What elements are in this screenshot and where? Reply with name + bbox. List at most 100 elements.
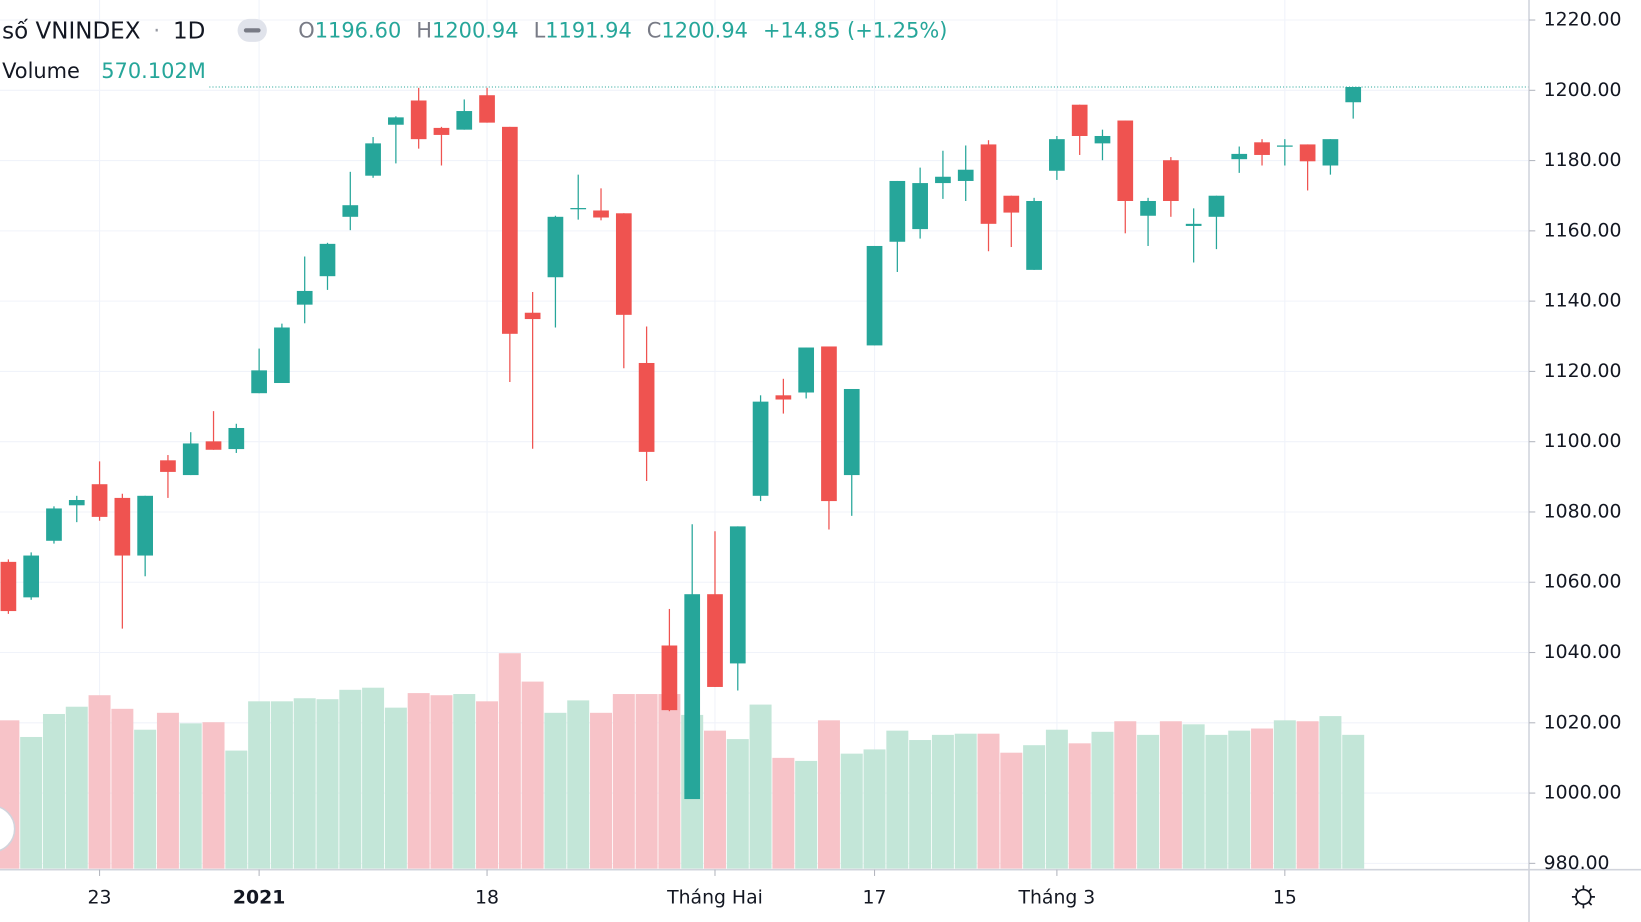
volume-bar [179, 723, 202, 869]
volume-bar [1068, 743, 1091, 869]
scroll-button[interactable] [0, 806, 16, 852]
candle-body [68, 500, 85, 506]
settings-icon[interactable] [1571, 885, 1595, 909]
candle-body [1117, 120, 1134, 201]
ohlc-label: H [416, 18, 432, 42]
volume-bar [567, 700, 590, 869]
volume-bar [612, 694, 635, 869]
volume-bar [1273, 720, 1296, 869]
volume-legend: Volume 570.102M [2, 59, 206, 83]
volume-bar [20, 736, 43, 869]
candle-body [46, 508, 62, 541]
y-tick-label: 1180.00 [1544, 150, 1622, 171]
candle-body [433, 127, 450, 135]
volume-bar [544, 712, 567, 869]
candle-body [228, 427, 245, 450]
candle-body [274, 327, 290, 384]
candle-body [296, 290, 313, 305]
volume-bar [42, 713, 65, 869]
interval: 1D [173, 18, 205, 44]
volume-bar [1342, 734, 1365, 869]
candle-body [661, 645, 678, 711]
candle-body [752, 401, 769, 496]
y-tick-label: 1000.00 [1544, 783, 1622, 804]
volume-bar [1137, 734, 1160, 869]
candle-body [684, 594, 701, 800]
legend-header: số VNINDEX · 1D [2, 18, 205, 44]
candle-body [1094, 135, 1111, 144]
ohlc-value: 1200.94 [432, 18, 519, 42]
candle-body [342, 205, 359, 217]
ohlc-label: C [647, 18, 662, 42]
candle-body [615, 213, 632, 315]
candle-body [1299, 144, 1316, 162]
volume-name: Volume [2, 59, 80, 83]
candle-body [1231, 153, 1248, 160]
volume-bar [590, 712, 613, 869]
candle-body [843, 388, 860, 476]
volume-bar [772, 757, 795, 869]
candle-body [319, 243, 336, 277]
candle-body [91, 484, 108, 517]
candle-body [388, 117, 404, 125]
candle-body [866, 245, 883, 346]
candle-body [821, 346, 837, 502]
volume-bar [726, 739, 749, 869]
y-tick-label: 1040.00 [1544, 642, 1622, 663]
volume-bar [1159, 721, 1182, 869]
collapse-icon [243, 28, 261, 33]
volume-bar [202, 722, 225, 869]
y-tick-label: 1080.00 [1544, 501, 1622, 522]
volume-bar [840, 753, 863, 869]
candle-body [524, 312, 541, 320]
candle-body [1140, 200, 1156, 216]
candle-body [1345, 87, 1362, 103]
ohlc-label: O [298, 18, 314, 42]
y-tick-label: 1120.00 [1544, 361, 1622, 382]
volume-bar [1045, 729, 1068, 869]
y-tick-label: 1020.00 [1544, 712, 1622, 733]
candle-body [1254, 142, 1270, 155]
volume-bar [1205, 734, 1228, 869]
candle-body [182, 443, 199, 476]
volume-bar [1182, 724, 1205, 869]
volume-bar [407, 693, 430, 869]
x-tick-label: Tháng 3 [1017, 887, 1095, 908]
volume-bar [111, 708, 134, 869]
volume-bar [817, 720, 840, 869]
volume-bar [430, 695, 453, 869]
candle-body [593, 210, 609, 218]
candle-body [775, 395, 792, 400]
volume-bar [88, 695, 111, 869]
volume-bar [931, 734, 954, 869]
volume-value: 570.102M [101, 59, 206, 83]
y-tick-label: 1160.00 [1544, 220, 1622, 241]
candle-body [638, 362, 655, 452]
candle-body [889, 180, 906, 242]
candle-body [798, 347, 815, 393]
change: +14.85 (+1.25%) [763, 18, 947, 42]
volume-bar [156, 712, 179, 869]
candle-body [570, 208, 587, 210]
candle-body [1071, 104, 1088, 136]
candle-body [410, 100, 427, 140]
volume-bar [521, 681, 544, 869]
volume-bar [293, 698, 316, 869]
candle-body [1026, 200, 1042, 270]
volume-bar [1023, 745, 1046, 869]
candle-body [707, 594, 723, 687]
candle-body [251, 370, 267, 394]
ohlc-value: 1191.94 [545, 18, 632, 42]
volume-bar [1091, 731, 1114, 869]
x-tick-label: Tháng Hai [666, 887, 763, 908]
volume-bar [703, 730, 726, 869]
candle-body [1208, 195, 1225, 217]
volume-bar [1114, 721, 1137, 869]
candle-body [365, 143, 381, 176]
candle-body [1276, 145, 1293, 147]
volume-bar [977, 733, 1000, 869]
volume-bar [453, 694, 476, 869]
ohlc-value: 1196.60 [315, 18, 402, 42]
volume-bar [248, 701, 271, 869]
